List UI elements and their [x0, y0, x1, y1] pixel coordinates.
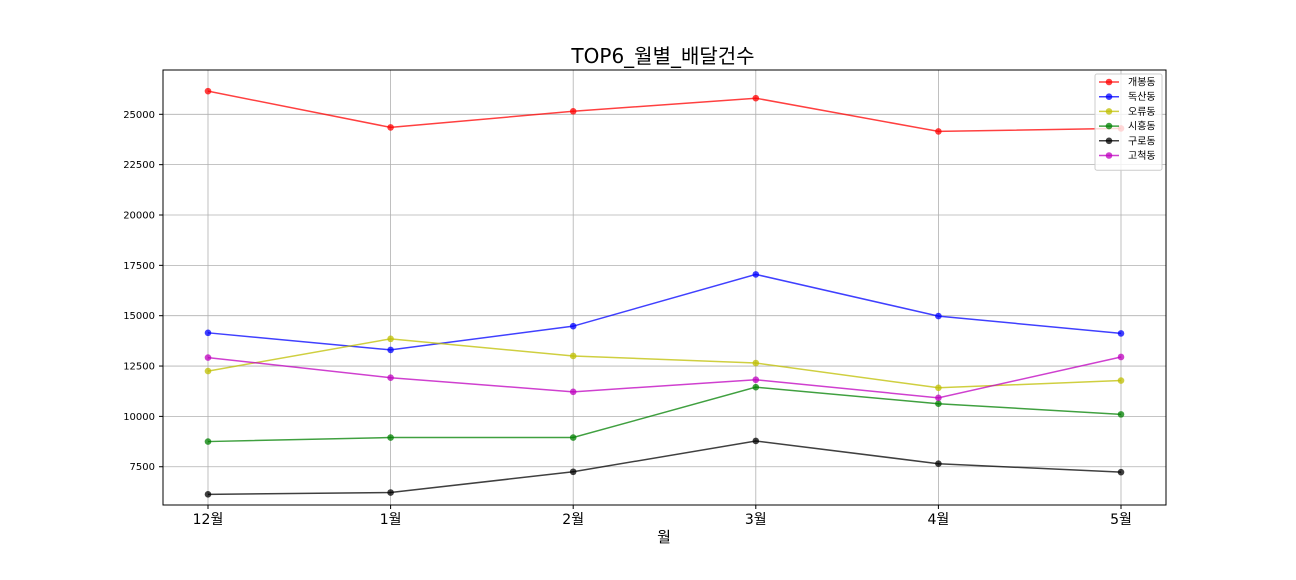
series-lines	[204, 87, 1125, 498]
data-point	[387, 335, 394, 343]
legend-marker	[1105, 78, 1113, 86]
y-tick-label: 17500	[123, 261, 155, 272]
legend-label: 고척동	[1128, 150, 1156, 162]
legend-item: 독산동	[1099, 91, 1156, 103]
series-5	[204, 437, 1125, 498]
data-point	[752, 383, 760, 391]
series-line	[207, 440, 1122, 496]
data-point	[204, 491, 212, 498]
series-2	[204, 271, 1125, 354]
data-point	[387, 434, 394, 441]
series-line	[207, 90, 1122, 133]
legend-marker	[1105, 137, 1113, 145]
series-4	[204, 383, 1125, 445]
y-tick-label: 20000	[123, 211, 155, 222]
legend-item: 시흥동	[1099, 120, 1156, 133]
data-point	[569, 468, 577, 476]
data-point	[1117, 377, 1125, 384]
series-line	[207, 386, 1122, 443]
series-3	[204, 335, 1125, 392]
data-point	[752, 437, 760, 445]
data-point	[752, 376, 760, 384]
data-point	[569, 322, 577, 330]
data-point	[204, 438, 212, 445]
legend-label: 개봉동	[1128, 77, 1156, 89]
data-point	[387, 489, 394, 496]
y-tick-label: 12500	[123, 362, 155, 373]
y-tick-label: 7500	[130, 462, 155, 473]
chart-title: TOP6_월별_배달건수	[570, 44, 754, 68]
y-tick-label: 22500	[123, 160, 155, 171]
x-tick-label: 12월	[193, 512, 224, 528]
data-point	[204, 367, 212, 375]
legend-label: 시흥동	[1128, 120, 1156, 133]
data-point	[935, 128, 942, 135]
series-line	[207, 273, 1122, 351]
legend-label: 구로동	[1128, 135, 1156, 147]
x-tick-label: 3월	[745, 512, 767, 528]
y-axis-ticks: 7500 10000 12500 15000 17500 20000 22500 25000	[123, 110, 163, 473]
data-point	[569, 388, 577, 396]
legend-item: 개봉동	[1099, 77, 1156, 89]
legend-marker	[1105, 93, 1113, 100]
data-point	[1117, 468, 1125, 476]
legend-item: 구로동	[1099, 135, 1156, 147]
legend-item: 고척동	[1099, 150, 1156, 162]
data-point	[204, 87, 212, 95]
data-point	[569, 352, 577, 360]
data-point	[387, 374, 394, 382]
legend-item: 오류동	[1099, 106, 1156, 118]
x-axis-label: 월	[657, 528, 671, 546]
y-tick-label: 15000	[123, 311, 155, 322]
y-tick-label: 25000	[123, 110, 155, 121]
data-point	[752, 359, 760, 367]
data-point	[752, 271, 760, 278]
data-point	[569, 434, 577, 441]
plot-frame	[162, 69, 1167, 506]
x-axis-ticks: 12월 1월 2월 3월 4월 5월	[193, 505, 1132, 528]
data-point	[1117, 411, 1125, 418]
series-line	[207, 338, 1122, 389]
series-6	[204, 353, 1125, 402]
data-point	[935, 384, 942, 392]
series-1	[204, 87, 1125, 135]
legend-marker	[1105, 122, 1113, 130]
legend-label: 오류동	[1128, 106, 1156, 118]
legend-marker	[1105, 152, 1113, 159]
x-tick-label: 4월	[928, 512, 950, 528]
data-point	[935, 394, 942, 402]
x-tick-label: 5월	[1110, 512, 1132, 528]
legend-label: 독산동	[1128, 91, 1156, 103]
data-point	[387, 346, 394, 354]
data-point	[387, 124, 394, 131]
data-point	[752, 94, 760, 102]
data-point	[204, 329, 212, 337]
legend-marker	[1105, 108, 1113, 115]
y-tick-label: 10000	[123, 412, 155, 423]
data-point	[204, 354, 212, 361]
data-point	[935, 460, 942, 468]
data-point	[1117, 353, 1125, 361]
series-line	[207, 356, 1122, 399]
data-point	[569, 107, 577, 115]
x-tick-label: 2월	[562, 512, 584, 528]
data-point	[935, 312, 942, 320]
x-tick-label: 1월	[380, 512, 402, 528]
data-point	[935, 400, 942, 408]
data-point	[1117, 330, 1125, 337]
